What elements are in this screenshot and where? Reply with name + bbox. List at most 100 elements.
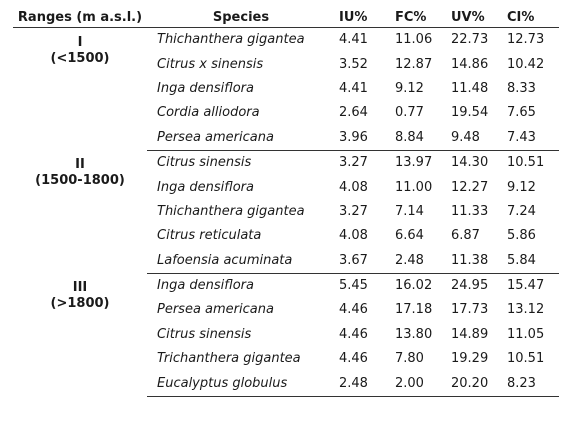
uv-cell: 6.87 xyxy=(451,228,480,244)
range-numeral: I xyxy=(77,35,83,50)
ci-cell: 8.33 xyxy=(507,80,536,96)
fc-cell: 11.06 xyxy=(395,32,433,48)
table-row: Inga densiflora 4.08 11.00 12.27 9.12 xyxy=(13,175,559,199)
table-row: Cordia alliodora 2.64 0.77 19.54 7.65 xyxy=(13,101,559,125)
uv-cell: 14.89 xyxy=(451,326,489,342)
species-cell: Thichanthera gigantea xyxy=(157,203,305,219)
species-cell: Citrus sinensis xyxy=(157,155,252,171)
uv-cell: 24.95 xyxy=(451,278,489,294)
ci-cell: 7.65 xyxy=(507,105,536,121)
iu-cell: 3.67 xyxy=(335,248,391,274)
species-cell: Eucalyptus globulus xyxy=(147,371,335,397)
iu-cell: 4.41 xyxy=(339,32,368,48)
header-range: Ranges (m a.s.l.) xyxy=(13,6,147,28)
iu-cell: 2.48 xyxy=(335,371,391,397)
fc-cell: 12.87 xyxy=(395,56,433,72)
ci-cell: 11.05 xyxy=(507,326,545,342)
species-cell: Citrus sinensis xyxy=(157,326,252,342)
uv-cell: 11.48 xyxy=(451,80,489,96)
table-row: Thichanthera gigantea 3.27 7.14 11.33 7.24 xyxy=(13,200,559,224)
table-row: Persea americana 3.96 8.84 9.48 7.43 xyxy=(13,125,559,151)
species-index-table: Ranges (m a.s.l.) Species IU% FC% UV% CI… xyxy=(13,6,559,397)
iu-cell: 4.08 xyxy=(339,228,368,244)
table-row: III (>1800) Inga densiflora 5.45 16.02 24.95 1… xyxy=(13,273,559,311)
header-row: Ranges (m a.s.l.) Species IU% FC% UV% CI… xyxy=(13,6,559,28)
table-container: Ranges (m a.s.l.) Species IU% FC% UV% CI… xyxy=(13,6,559,397)
range-numeral: III xyxy=(72,280,88,296)
species-cell: Thichanthera gigantea xyxy=(157,32,305,48)
uv-cell: 19.29 xyxy=(451,351,489,367)
table-row: I (<1500) Thichanthera gigantea 4.41 11.06 22… xyxy=(13,28,559,66)
ci-cell: 7.24 xyxy=(507,203,536,219)
range-cell: III (>1800) xyxy=(13,273,147,396)
iu-cell: 3.27 xyxy=(339,155,368,171)
species-cell: Citrus x sinensis xyxy=(157,56,264,72)
table-row: Eucalyptus globulus 2.48 2.00 20.20 8.23 xyxy=(13,371,559,397)
ci-cell: 12.73 xyxy=(507,32,545,48)
range-altitude: (1500-1800) xyxy=(35,173,125,189)
fc-cell: 8.84 xyxy=(391,125,447,151)
fc-cell: 11.00 xyxy=(395,179,433,195)
fc-cell: 7.80 xyxy=(395,351,424,367)
iu-cell: 3.27 xyxy=(339,203,368,219)
fc-cell: 13.80 xyxy=(395,326,433,342)
fc-cell: 9.12 xyxy=(395,80,424,96)
table-row: Citrus reticulata 4.08 6.64 6.87 5.86 xyxy=(13,224,559,248)
species-cell: Cordia alliodora xyxy=(157,105,260,121)
range-altitude: (>1800) xyxy=(50,296,110,312)
uv-cell: 12.27 xyxy=(451,179,489,195)
table-header: Ranges (m a.s.l.) Species IU% FC% UV% CI… xyxy=(13,6,559,28)
table-row: II (1500-1800) Citrus sinensis 3.27 13.97 14.… xyxy=(13,150,559,188)
iu-cell: 4.46 xyxy=(339,351,368,367)
table-row: Citrus x sinensis 3.52 12.87 14.86 10.42 xyxy=(13,52,559,76)
uv-cell: 14.30 xyxy=(451,155,489,171)
uv-cell: 11.38 xyxy=(447,248,503,274)
iu-cell: 3.96 xyxy=(335,125,391,151)
range-altitude: (<1500) xyxy=(50,51,110,66)
ci-cell: 5.84 xyxy=(503,248,559,274)
iu-cell: 4.08 xyxy=(339,179,368,195)
species-cell: Inga densiflora xyxy=(157,278,254,294)
uv-cell: 19.54 xyxy=(451,105,489,121)
table-row: Inga densiflora 4.41 9.12 11.48 8.33 xyxy=(13,77,559,101)
iu-cell: 4.46 xyxy=(339,326,368,342)
fc-cell: 0.77 xyxy=(395,105,424,121)
iu-cell: 2.64 xyxy=(339,105,368,121)
fc-cell: 13.97 xyxy=(395,155,433,171)
species-cell: Persea americana xyxy=(157,302,274,318)
species-cell: Inga densiflora xyxy=(157,179,254,195)
header-ci: CI% xyxy=(503,6,559,28)
uv-cell: 20.20 xyxy=(447,371,503,397)
ci-cell: 9.12 xyxy=(507,179,536,195)
ci-cell: 10.51 xyxy=(507,351,545,367)
ci-cell: 10.51 xyxy=(507,155,545,171)
uv-cell: 17.73 xyxy=(451,302,489,318)
iu-cell: 5.45 xyxy=(339,278,368,294)
range-cell: II (1500-1800) xyxy=(13,150,147,273)
fc-cell: 2.00 xyxy=(391,371,447,397)
header-fc: FC% xyxy=(391,6,447,28)
table-row: Persea americana 4.46 17.18 17.73 13.12 xyxy=(13,298,559,322)
fc-cell: 17.18 xyxy=(395,302,433,318)
species-cell: Trichanthera gigantea xyxy=(157,351,301,367)
iu-cell: 3.52 xyxy=(339,56,368,72)
ci-cell: 13.12 xyxy=(507,302,545,318)
uv-cell: 22.73 xyxy=(451,32,489,48)
header-species: Species xyxy=(147,6,335,28)
iu-cell: 4.46 xyxy=(339,302,368,318)
ci-cell: 5.86 xyxy=(507,228,536,244)
ci-cell: 10.42 xyxy=(507,56,545,72)
header-uv: UV% xyxy=(447,6,503,28)
fc-cell: 2.48 xyxy=(391,248,447,274)
range-numeral: II xyxy=(75,157,85,173)
ci-cell: 7.43 xyxy=(503,125,559,151)
ci-cell: 8.23 xyxy=(503,371,559,397)
table-row: Citrus sinensis 4.46 13.80 14.89 11.05 xyxy=(13,323,559,347)
range-cell: I (<1500) xyxy=(13,28,147,151)
species-cell: Inga densiflora xyxy=(157,80,254,96)
fc-cell: 6.64 xyxy=(395,228,424,244)
species-cell: Citrus reticulata xyxy=(157,228,262,244)
table-row: Trichanthera gigantea 4.46 7.80 19.29 10.51 xyxy=(13,347,559,371)
table-body: I (<1500) Thichanthera gigantea 4.41 11.06 22… xyxy=(13,28,559,397)
header-iu: IU% xyxy=(335,6,391,28)
